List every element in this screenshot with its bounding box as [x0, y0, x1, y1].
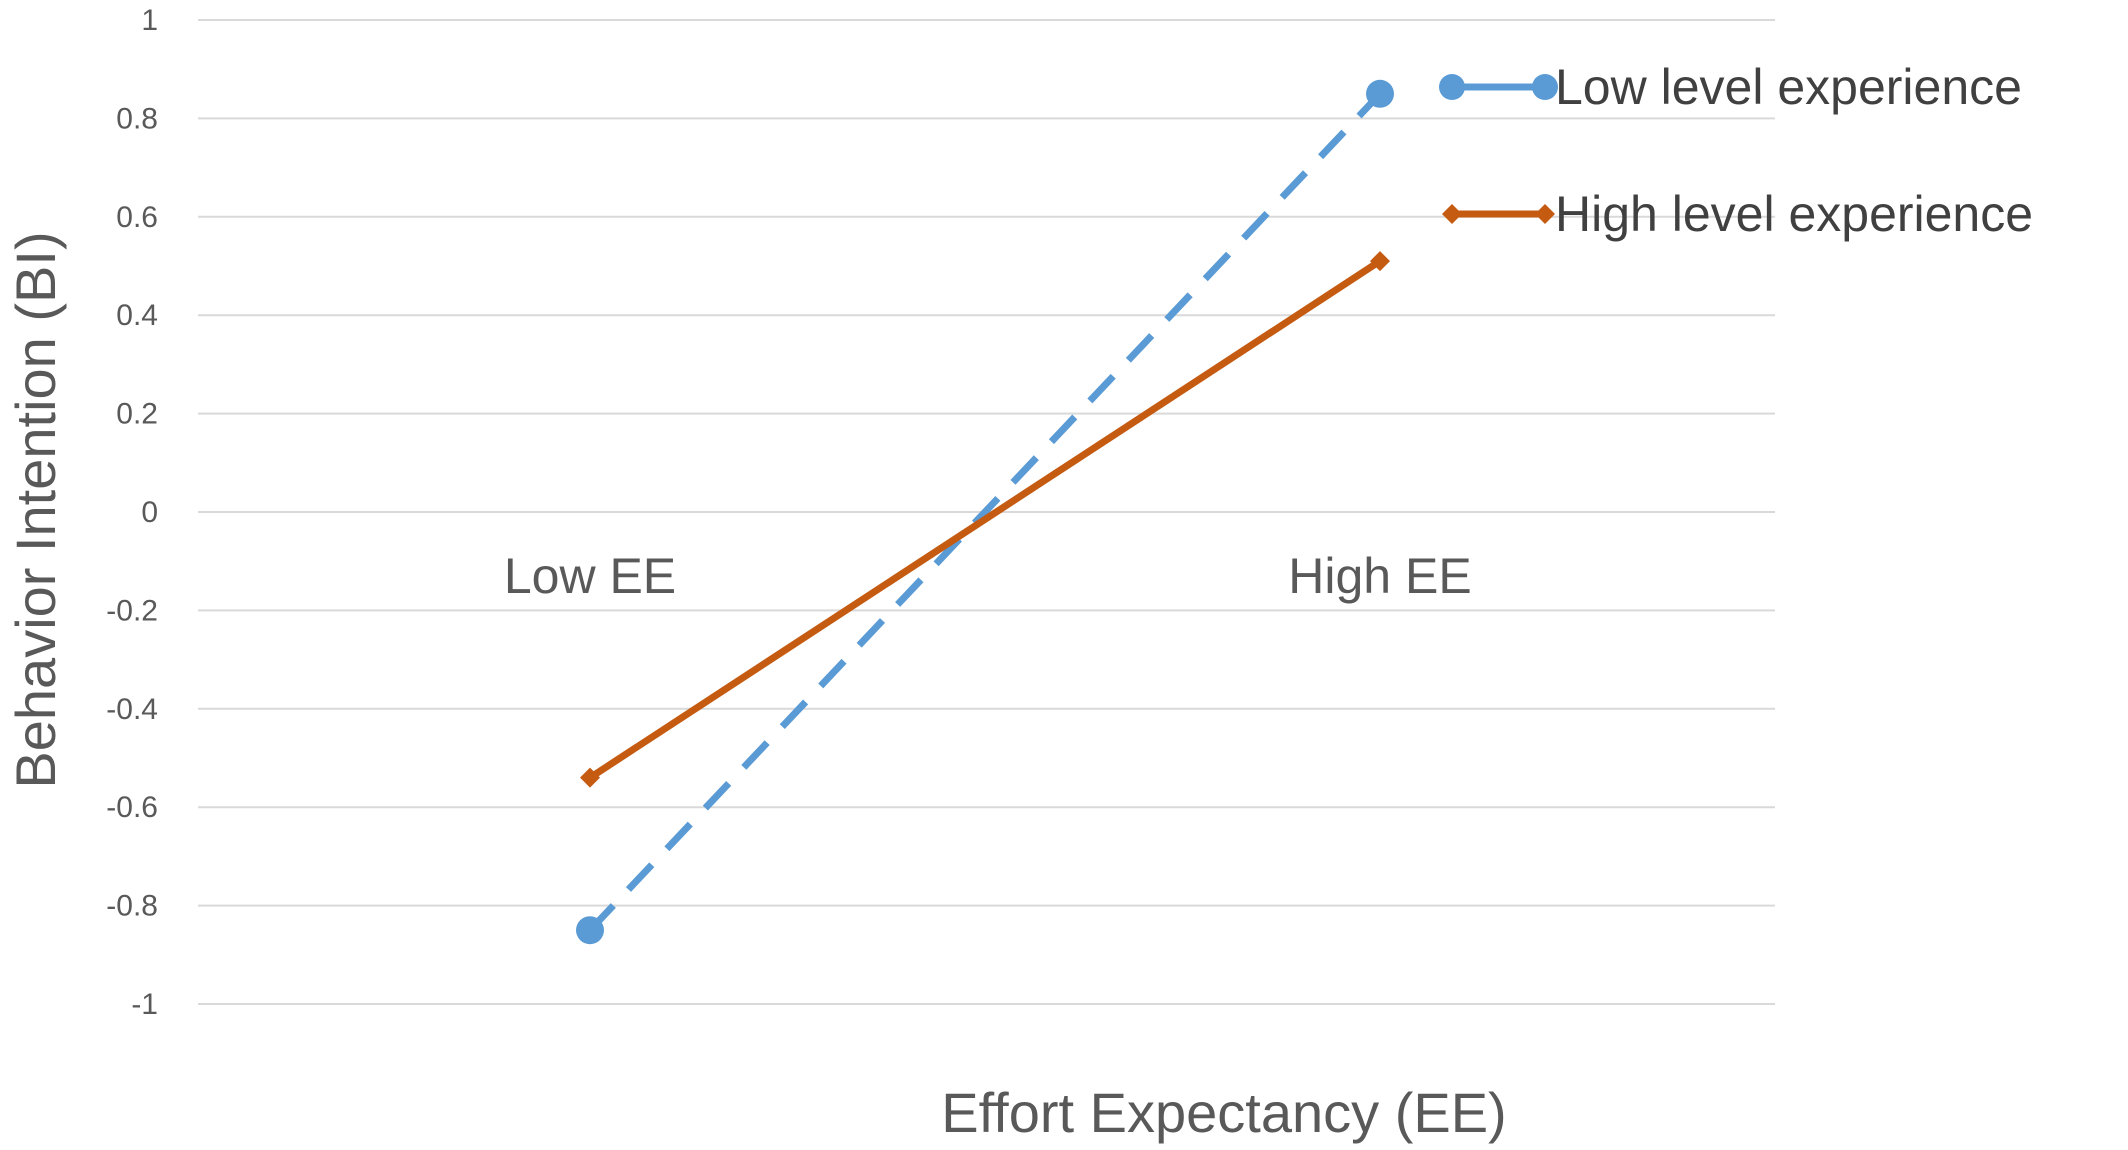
y-tick-label: 0.6 [116, 201, 158, 234]
y-tick-label: -0.6 [106, 791, 158, 824]
y-tick-label: -1 [131, 988, 158, 1021]
x-axis-title: Effort Expectancy (EE) [941, 1081, 1506, 1144]
data-point [1442, 204, 1462, 224]
legend-label-1: High level experience [1555, 186, 2033, 242]
y-tick-label: 1 [141, 4, 158, 37]
data-point [1439, 74, 1465, 100]
series-line-1 [588, 258, 1382, 781]
y-tick-label: -0.8 [106, 890, 158, 923]
legend-label-0: Low level experience [1555, 59, 2022, 115]
legend: Low level experience High level experienc… [1439, 59, 2033, 242]
data-point [1366, 79, 1394, 108]
y-tick-label: -0.4 [106, 693, 158, 726]
data-point [1535, 204, 1555, 224]
y-tick-label: 0.8 [116, 102, 158, 135]
y-axis-title: Behavior Intention (BI) [4, 231, 67, 788]
data-point [580, 767, 600, 788]
series-markers [576, 79, 1394, 945]
data-point [1532, 74, 1558, 100]
y-tick-label: 0.2 [116, 398, 158, 431]
y-axis-tick-labels: 1 0.8 0.6 0.4 0.2 0 -0.2 -0.4 -0.6 -0.8 -1 [106, 4, 158, 1021]
data-point [1370, 251, 1390, 272]
y-tick-label: 0 [141, 496, 158, 529]
y-tick-label: 0.4 [116, 299, 158, 332]
y-tick-label: -0.2 [106, 594, 158, 627]
series-line-0 [587, 91, 1383, 933]
data-point [576, 916, 604, 945]
category-label: High EE [1288, 548, 1471, 604]
category-label: Low EE [504, 548, 676, 604]
category-labels: Low EE High EE [504, 548, 1472, 604]
series-lines [587, 91, 1383, 933]
